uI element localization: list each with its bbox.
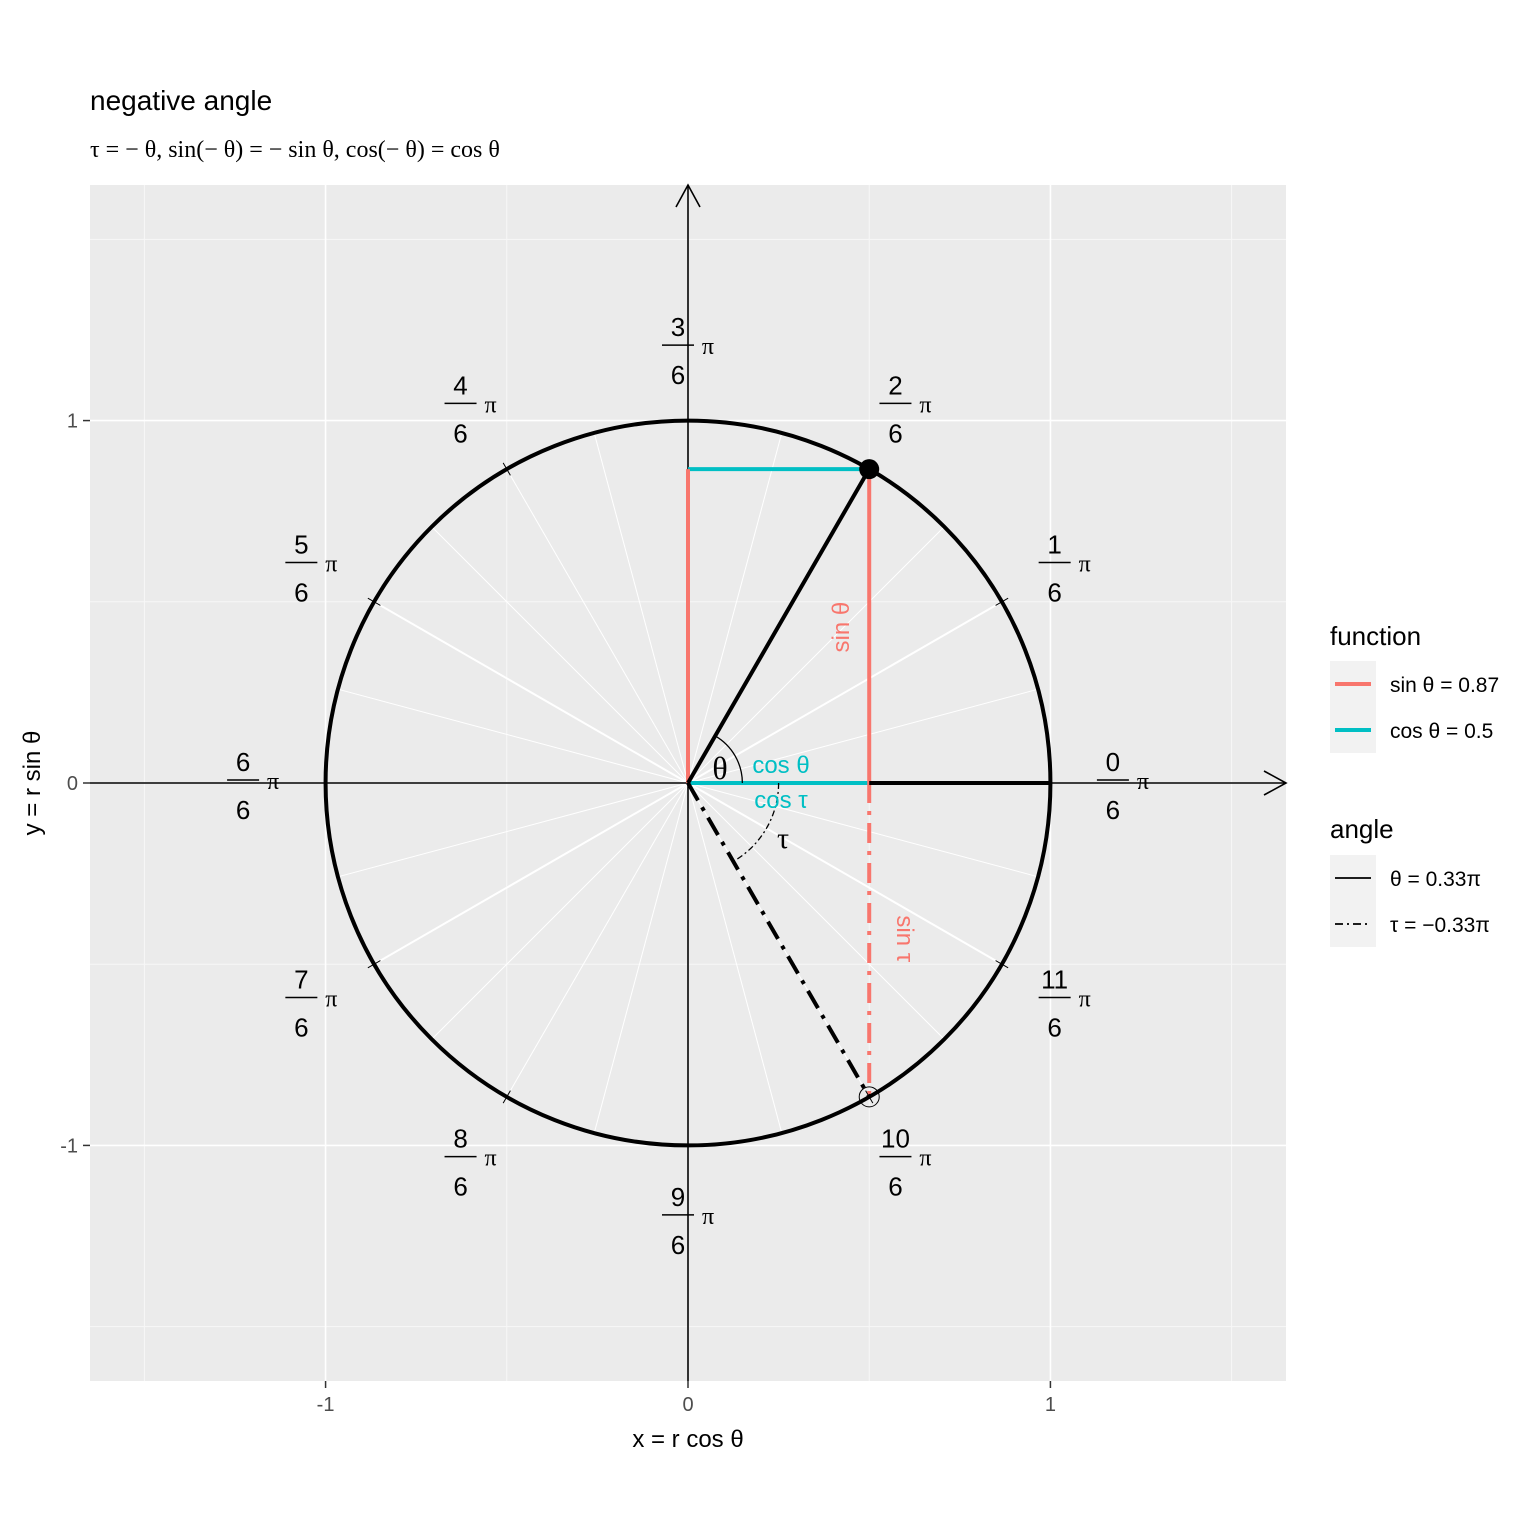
angle-label-6: 6 6π xyxy=(227,747,279,825)
angle-label-denominator: 6 xyxy=(236,795,250,825)
angle-label-pi: π xyxy=(1137,769,1149,795)
legend: function sin θ = 0.87 cos θ = 0.5 angle θ = … xyxy=(1330,621,1499,947)
tau-arc xyxy=(732,782,780,863)
angle-label-pi: π xyxy=(267,769,279,795)
circle-tick xyxy=(995,960,1009,969)
angle-label-pi: π xyxy=(1079,552,1091,578)
y-tick-label: 0 xyxy=(67,773,78,795)
tau-point xyxy=(858,1086,880,1108)
angle-label-8: 8 6π xyxy=(444,1124,497,1202)
x-tick-label: -1 xyxy=(317,1394,335,1416)
sin-tau-label: sin τ xyxy=(891,915,918,962)
theta-radius xyxy=(686,468,871,785)
theta-label: θ xyxy=(712,750,727,786)
angle-label-7: 7 6π xyxy=(285,964,337,1042)
legend-angle-label: θ = 0.33π xyxy=(1390,868,1481,891)
legend-function-title: function xyxy=(1330,621,1421,651)
x-tick-label: 0 xyxy=(682,1394,693,1416)
angle-label-pi: π xyxy=(919,1146,931,1172)
y-tick-label: -1 xyxy=(60,1135,78,1157)
angle-label-denominator: 6 xyxy=(453,418,467,448)
angle-label-denominator: 6 xyxy=(671,360,685,390)
angle-label-numerator: 7 xyxy=(294,964,308,994)
axis-ticks: -1 0 1 -1 0 1 xyxy=(60,411,1056,1416)
cos-tau-label: cos τ xyxy=(754,787,808,814)
angle-label-numerator: 10 xyxy=(881,1124,910,1154)
angle-label-0: 0 6π xyxy=(1096,747,1149,825)
angle-label-denominator: 6 xyxy=(888,1172,902,1202)
angle-label-1: 1 6π xyxy=(1038,530,1091,608)
legend-angle-label: τ = −0.33π xyxy=(1390,914,1490,937)
angle-label-numerator: 9 xyxy=(671,1182,685,1212)
angle-label-denominator: 6 xyxy=(671,1230,685,1260)
legend-function-label: cos θ = 0.5 xyxy=(1390,720,1493,743)
x-axis-label: x = r cos θ xyxy=(632,1426,743,1453)
geometry-layer: θ τ cos θ cos τ sin θ sin τ xyxy=(318,413,1058,1153)
angle-label-pi: π xyxy=(1079,986,1091,1012)
angle-label-numerator: 2 xyxy=(888,370,902,400)
angle-label-numerator: 4 xyxy=(453,370,467,400)
angle-label-10: 10 6π xyxy=(879,1124,932,1202)
circle-tick xyxy=(995,597,1009,606)
y-tick-label: 1 xyxy=(67,411,78,433)
circle-tick xyxy=(865,1090,874,1104)
angle-label-denominator: 6 xyxy=(1047,578,1061,608)
circle-tick xyxy=(367,597,381,606)
angle-label-4: 4 6π xyxy=(444,370,497,448)
angle-label-pi: π xyxy=(484,392,496,418)
chart-subtitle: τ = − θ, sin(− θ) = − sin θ, cos(− θ) = … xyxy=(90,137,500,163)
angle-label-denominator: 6 xyxy=(453,1172,467,1202)
angle-label-numerator: 1 xyxy=(1047,530,1061,560)
theta-arc xyxy=(714,735,744,784)
x-axis-arrowhead xyxy=(1263,770,1288,796)
angle-label-pi: π xyxy=(325,986,337,1012)
angle-label-pi: π xyxy=(919,392,931,418)
angle-label-pi: π xyxy=(325,552,337,578)
circle-tick xyxy=(367,960,381,969)
y-axis-arrowhead xyxy=(675,183,701,208)
x-tick-label: 1 xyxy=(1045,1394,1056,1416)
legend-function-label: sin θ = 0.87 xyxy=(1390,674,1499,697)
chart-title: negative angle xyxy=(90,85,272,116)
angle-label-9: 9 6π xyxy=(662,1182,714,1260)
angle-label-numerator: 3 xyxy=(671,312,685,342)
angle-label-numerator: 8 xyxy=(453,1124,467,1154)
angle-label-numerator: 0 xyxy=(1106,747,1120,777)
angle-label-2: 2 6π xyxy=(879,370,932,448)
angle-label-denominator: 6 xyxy=(888,418,902,448)
legend-angle-title: angle xyxy=(1330,814,1394,844)
angle-label-3: 3 6π xyxy=(661,312,714,390)
angle-label-numerator: 11 xyxy=(1041,964,1068,994)
angle-label-denominator: 6 xyxy=(294,1012,308,1042)
angle-label-5: 5 6π xyxy=(285,530,337,608)
angle-label-pi: π xyxy=(702,334,714,360)
angle-label-pi: π xyxy=(484,1146,496,1172)
angle-label-numerator: 5 xyxy=(294,530,308,560)
angle-label-11: 11 6π xyxy=(1038,964,1091,1042)
angle-label-pi: π xyxy=(702,1204,714,1230)
circle-tick xyxy=(502,462,511,476)
y-axis-label: y = r sin θ xyxy=(19,731,46,836)
angle-label-denominator: 6 xyxy=(1106,795,1120,825)
angle-label-denominator: 6 xyxy=(1047,1012,1061,1042)
angle-label-numerator: 6 xyxy=(236,747,250,777)
sin-theta-label: sin θ xyxy=(828,602,855,653)
angle-label-denominator: 6 xyxy=(294,578,308,608)
circle-tick xyxy=(865,462,874,476)
cos-theta-label: cos θ xyxy=(752,752,809,779)
tau-label: τ xyxy=(777,822,789,855)
circle-tick xyxy=(502,1090,511,1104)
